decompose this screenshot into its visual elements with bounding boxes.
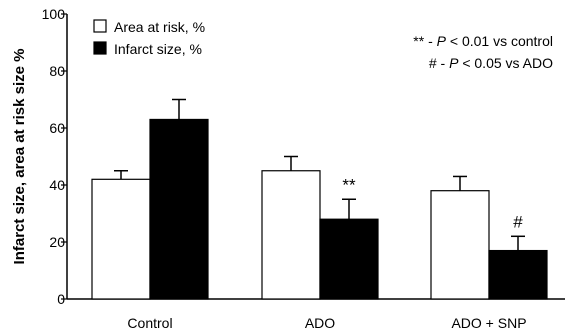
significance-marker: # <box>513 212 523 231</box>
y-axis-label: Infarct size, area at risk size % <box>11 49 28 265</box>
significance-marker: ** <box>342 175 356 194</box>
annotations: ** # <box>342 175 523 231</box>
bar-infarct-size <box>149 118 209 300</box>
category-label: ADO + SNP <box>451 315 526 331</box>
bar-area-at-risk <box>91 178 151 300</box>
bars: Control ADO ADO + SNP <box>91 98 548 331</box>
y-tick-label: 80 <box>49 63 65 79</box>
legend-swatch <box>93 19 107 33</box>
legend-swatch <box>93 41 107 55</box>
legend: Area at risk, % Infarct size, % <box>93 19 205 57</box>
bar-area-at-risk <box>261 170 321 300</box>
significance-notes: ** - P < 0.01 vs control # - P < 0.05 vs … <box>413 33 553 71</box>
bar-area-at-risk <box>430 190 490 300</box>
legend-label: Infarct size, % <box>114 41 202 57</box>
legend-label: Area at risk, % <box>114 19 205 35</box>
y-tick-label: 20 <box>49 234 65 250</box>
bar-infarct-size <box>488 249 548 300</box>
y-tick-label: 0 <box>57 291 65 307</box>
bar-infarct-size <box>319 218 379 300</box>
category-label: ADO <box>305 315 335 331</box>
significance-note: # - P < 0.05 vs ADO <box>429 55 553 71</box>
y-tick-label: 100 <box>42 6 66 22</box>
category-label: Control <box>127 315 172 331</box>
y-tick-label: 40 <box>49 177 65 193</box>
y-tick-label: 60 <box>49 120 65 136</box>
significance-note: ** - P < 0.01 vs control <box>413 33 553 49</box>
